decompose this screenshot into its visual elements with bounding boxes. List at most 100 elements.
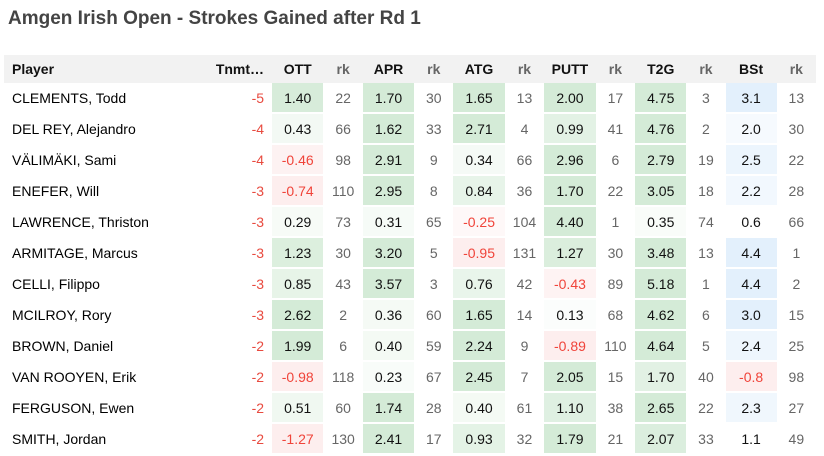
stat-value-atg: 2.24 bbox=[453, 331, 505, 362]
stat-value-t2g: 1.70 bbox=[635, 362, 687, 393]
rank-value: 30 bbox=[414, 83, 454, 114]
rank-value: 2 bbox=[776, 269, 816, 300]
column-header-rk-7[interactable]: rk bbox=[504, 55, 545, 83]
column-header-rk-9[interactable]: rk bbox=[595, 55, 636, 83]
stat-value-apr: 0.31 bbox=[362, 207, 415, 238]
rank-value: 2 bbox=[686, 114, 726, 145]
column-header-t2g[interactable]: T2G bbox=[635, 55, 687, 83]
stat-value-ott: 2.62 bbox=[272, 300, 324, 331]
table-row[interactable]: LAWRENCE, Thriston -3 0.29 73 0.31 65 -0.25 104… bbox=[4, 207, 816, 238]
stat-value-apr: 0.23 bbox=[362, 362, 415, 393]
rank-value: 9 bbox=[504, 331, 545, 362]
table-row[interactable]: VÄLIMÄKI, Sami -4 -0.46 98 2.91 9 0.34 66 2.96 6 2… bbox=[4, 145, 816, 176]
rank-value: 33 bbox=[414, 114, 454, 145]
tournament-score: -2 bbox=[204, 331, 273, 362]
rank-value: 61 bbox=[504, 393, 545, 424]
stat-value-bst: 2.5 bbox=[725, 145, 777, 176]
stat-value-ott: 1.99 bbox=[272, 331, 324, 362]
column-header-rk-3[interactable]: rk bbox=[323, 55, 363, 83]
table-row[interactable]: VAN ROOYEN, Erik -2 -0.98 118 0.23 67 2.45 7 2.0… bbox=[4, 362, 816, 393]
rank-value: 22 bbox=[776, 145, 816, 176]
tournament-score: -2 bbox=[204, 424, 273, 455]
strokes-gained-table: Player Tnmt… OTT rk APR rk ATG rk PUTT rk T2G rk BSt… bbox=[4, 55, 816, 455]
stat-value-atg: 2.45 bbox=[453, 362, 505, 393]
player-name: MCILROY, Rory bbox=[4, 300, 205, 331]
rank-value: 1 bbox=[776, 238, 816, 269]
column-header-apr[interactable]: APR bbox=[362, 55, 415, 83]
stat-value-t2g: 3.05 bbox=[635, 176, 687, 207]
rank-value: 13 bbox=[686, 238, 726, 269]
stat-value-ott: 0.43 bbox=[272, 114, 324, 145]
rank-value: 66 bbox=[504, 145, 545, 176]
stat-value-atg: 1.65 bbox=[453, 300, 505, 331]
rank-value: 68 bbox=[595, 300, 636, 331]
stat-value-t2g: 2.65 bbox=[635, 393, 687, 424]
tournament-score: -3 bbox=[204, 269, 273, 300]
table-row[interactable]: ENEFER, Will -3 -0.74 110 2.95 8 0.84 36 1.70 22 3… bbox=[4, 176, 816, 207]
tournament-score: -3 bbox=[204, 300, 273, 331]
tournament-score: -4 bbox=[204, 114, 273, 145]
column-header-rk-11[interactable]: rk bbox=[686, 55, 726, 83]
rank-value: 14 bbox=[504, 300, 545, 331]
table-row[interactable]: ARMITAGE, Marcus -3 1.23 30 3.20 5 -0.95 131 1.2… bbox=[4, 238, 816, 269]
rank-value: 60 bbox=[323, 393, 363, 424]
rank-value: 17 bbox=[414, 424, 454, 455]
column-header-bst[interactable]: BSt bbox=[725, 55, 777, 83]
rank-value: 130 bbox=[323, 424, 363, 455]
stat-value-putt: 1.10 bbox=[544, 393, 596, 424]
stat-value-ott: -0.98 bbox=[272, 362, 324, 393]
rank-value: 15 bbox=[776, 300, 816, 331]
table-row[interactable]: SMITH, Jordan -2 -1.27 130 2.41 17 0.93 32 1.79 2… bbox=[4, 424, 816, 455]
stat-value-ott: -0.74 bbox=[272, 176, 324, 207]
column-header-rk-13[interactable]: rk bbox=[776, 55, 816, 83]
rank-value: 67 bbox=[414, 362, 454, 393]
rank-value: 36 bbox=[504, 176, 545, 207]
stat-value-apr: 3.20 bbox=[362, 238, 415, 269]
player-name: FERGUSON, Ewen bbox=[4, 393, 205, 424]
stat-value-apr: 1.70 bbox=[362, 83, 415, 114]
column-header-tnmt[interactable]: Tnmt… bbox=[204, 55, 273, 83]
stat-value-apr: 0.40 bbox=[362, 331, 415, 362]
stat-value-ott: 1.23 bbox=[272, 238, 324, 269]
stat-value-t2g: 4.75 bbox=[635, 83, 687, 114]
rank-value: 22 bbox=[686, 393, 726, 424]
table-row[interactable]: CLEMENTS, Todd -5 1.40 22 1.70 30 1.65 13 2.00 17… bbox=[4, 83, 816, 114]
column-header-putt[interactable]: PUTT bbox=[544, 55, 596, 83]
rank-value: 5 bbox=[686, 331, 726, 362]
table-header: Player Tnmt… OTT rk APR rk ATG rk PUTT rk T2G rk BSt… bbox=[4, 55, 816, 83]
stat-value-atg: 1.65 bbox=[453, 83, 505, 114]
column-header-atg[interactable]: ATG bbox=[453, 55, 505, 83]
table-row[interactable]: BROWN, Daniel -2 1.99 6 0.40 59 2.24 9 -0.89 110 4… bbox=[4, 331, 816, 362]
table-row[interactable]: MCILROY, Rory -3 2.62 2 0.36 60 1.65 14 0.13 68 4.… bbox=[4, 300, 816, 331]
column-header-rk-5[interactable]: rk bbox=[414, 55, 454, 83]
column-header-player[interactable]: Player bbox=[4, 55, 205, 83]
rank-value: 1 bbox=[686, 269, 726, 300]
rank-value: 66 bbox=[776, 207, 816, 238]
stat-value-t2g: 0.35 bbox=[635, 207, 687, 238]
table-row[interactable]: CELLI, Filippo -3 0.85 43 3.57 3 0.76 42 -0.43 89… bbox=[4, 269, 816, 300]
tournament-score: -3 bbox=[204, 238, 273, 269]
tournament-score: -3 bbox=[204, 207, 273, 238]
rank-value: 89 bbox=[595, 269, 636, 300]
column-header-ott[interactable]: OTT bbox=[272, 55, 324, 83]
stat-value-bst: 0.6 bbox=[725, 207, 777, 238]
stat-value-atg: 0.40 bbox=[453, 393, 505, 424]
stat-value-ott: -0.46 bbox=[272, 145, 324, 176]
stat-value-putt: 2.00 bbox=[544, 83, 596, 114]
rank-value: 66 bbox=[323, 114, 363, 145]
player-name: DEL REY, Alejandro bbox=[4, 114, 205, 145]
stat-value-ott: -1.27 bbox=[272, 424, 324, 455]
rank-value: 17 bbox=[595, 83, 636, 114]
table-row[interactable]: DEL REY, Alejandro -4 0.43 66 1.62 33 2.71 4 0.9… bbox=[4, 114, 816, 145]
table-row[interactable]: FERGUSON, Ewen -2 0.51 60 1.74 28 0.40 61 1.10 38… bbox=[4, 393, 816, 424]
rank-value: 9 bbox=[414, 145, 454, 176]
rank-value: 25 bbox=[776, 331, 816, 362]
rank-value: 38 bbox=[595, 393, 636, 424]
player-name: LAWRENCE, Thriston bbox=[4, 207, 205, 238]
rank-value: 3 bbox=[414, 269, 454, 300]
rank-value: 2 bbox=[323, 300, 363, 331]
stat-value-atg: -0.95 bbox=[453, 238, 505, 269]
stat-value-t2g: 3.48 bbox=[635, 238, 687, 269]
rank-value: 7 bbox=[504, 362, 545, 393]
stat-value-t2g: 4.62 bbox=[635, 300, 687, 331]
